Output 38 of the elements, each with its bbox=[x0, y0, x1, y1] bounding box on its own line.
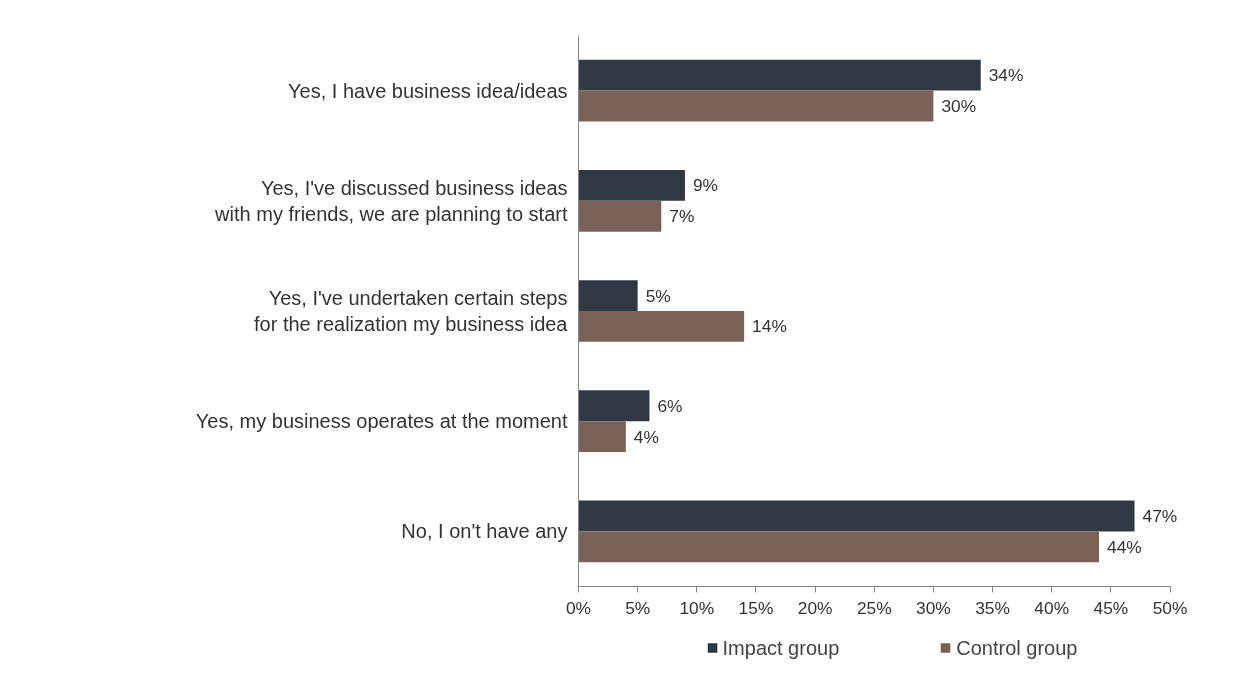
y-tick-label: Yes, I've discussed business ideas with my friends, we are planning to start bbox=[214, 176, 568, 225]
x-tick-label: 35% bbox=[975, 597, 1010, 618]
legend-label: Impact group bbox=[722, 636, 840, 659]
x-tick-label: 5% bbox=[625, 597, 651, 618]
x-tick-label: 15% bbox=[738, 597, 774, 618]
x-tick-label: 40% bbox=[1034, 597, 1070, 618]
x-tick-label: 45% bbox=[1093, 597, 1129, 618]
data-label: 14% bbox=[752, 316, 787, 337]
data-label: 7% bbox=[669, 206, 695, 227]
data-label: 47% bbox=[1142, 505, 1178, 526]
data-label: 30% bbox=[941, 96, 977, 117]
legend-label: Control group bbox=[956, 636, 1078, 659]
x-tick-label: 20% bbox=[797, 597, 833, 618]
x-tick-label: 0% bbox=[565, 597, 592, 618]
bar bbox=[578, 200, 662, 232]
bar bbox=[578, 311, 745, 342]
data-label: 6% bbox=[657, 395, 683, 416]
data-label: 9% bbox=[692, 175, 719, 196]
y-tick-label: No, I on't have any bbox=[401, 520, 568, 543]
bar bbox=[578, 531, 1100, 563]
bar bbox=[578, 90, 934, 122]
x-tick-label: 25% bbox=[856, 597, 892, 618]
y-tick-label: Yes, I have business idea/ideas bbox=[288, 79, 568, 102]
x-tick-label: 30% bbox=[916, 597, 951, 618]
y-tick-label: Yes, my business operates at the moment bbox=[195, 410, 568, 433]
bar bbox=[578, 59, 981, 91]
data-label: 44% bbox=[1107, 536, 1142, 557]
bar bbox=[578, 280, 638, 311]
bar bbox=[578, 390, 650, 422]
data-label: 5% bbox=[645, 285, 671, 306]
x-tick-label: 50% bbox=[1152, 597, 1188, 618]
bar bbox=[578, 169, 685, 201]
data-label: 4% bbox=[633, 426, 659, 447]
bar bbox=[578, 421, 626, 453]
bar bbox=[578, 500, 1135, 532]
y-tick-label: Yes, I've undertaken certain steps for the realization my business idea bbox=[254, 286, 569, 336]
x-tick-label: 10% bbox=[679, 597, 715, 618]
data-label: 34% bbox=[988, 65, 1024, 86]
